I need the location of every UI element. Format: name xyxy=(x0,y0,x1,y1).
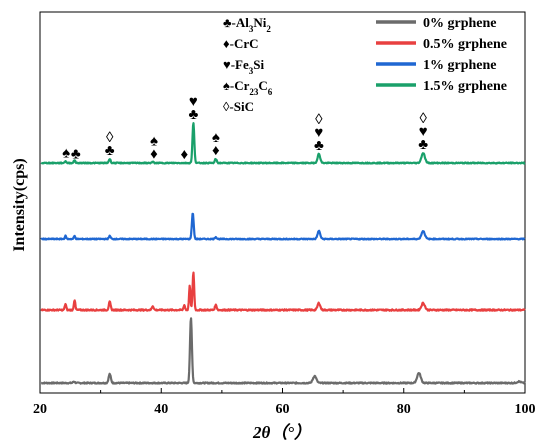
y-axis-label: Intensity(cps) xyxy=(11,158,28,251)
x-tick-label: 40 xyxy=(154,402,168,417)
x-axis-ticks: 20 40 60 80 100 xyxy=(33,388,536,417)
phase-legend-item: ♦-CrC xyxy=(223,36,259,51)
phase-legend-item: ♥-Fe3Si xyxy=(223,57,264,76)
x-tick-label: 100 xyxy=(515,402,536,417)
phase-legend: ♣-Al3Ni2 ♦-CrC ♥-Fe3Si ♠-Cr23C6 ◊-SiC xyxy=(223,15,273,114)
peak-symbol: ♣ xyxy=(71,146,81,162)
peak-symbol: ◊ xyxy=(315,112,323,128)
peak-symbol: ♠ xyxy=(62,146,70,162)
peak-symbol: ♦ xyxy=(180,147,188,163)
series-line xyxy=(40,122,526,165)
legend-label: 0.5% grphene xyxy=(423,37,507,52)
peak-symbol: ♣ xyxy=(188,107,198,123)
series-legend: 0% grphene 0.5% grphene 1% grphene 1.5% grp… xyxy=(376,16,507,94)
phase-legend-item: ◊-SiC xyxy=(223,99,254,114)
peak-symbol: ◊ xyxy=(106,130,114,146)
series-line xyxy=(40,317,526,385)
phase-legend-item: ♠-Cr23C6 xyxy=(223,78,273,97)
peak-symbol: ♦ xyxy=(212,143,220,159)
legend-label: 1.5% grphene xyxy=(423,79,507,94)
peak-symbol: ♥ xyxy=(419,124,428,140)
peak-symbol: ♣ xyxy=(105,143,115,159)
series-layer xyxy=(40,122,526,385)
series-line xyxy=(40,271,526,312)
phase-legend-item: ♣-Al3Ni2 xyxy=(223,15,271,34)
peak-symbol: ♠ xyxy=(150,134,158,150)
peak-symbol: ♥ xyxy=(189,94,198,110)
peak-symbol: ♥ xyxy=(314,125,323,141)
peak-symbol: ◊ xyxy=(419,111,427,127)
peak-symbol: ♣ xyxy=(314,138,324,154)
legend-label: 0% grphene xyxy=(423,16,497,31)
peak-symbol: ♣ xyxy=(418,137,428,153)
series-line xyxy=(40,212,526,241)
x-tick-label: 60 xyxy=(276,402,290,417)
peak-symbol: ♦ xyxy=(150,147,158,163)
legend-label: 1% grphene xyxy=(423,58,497,73)
x-tick-label: 20 xyxy=(33,402,47,417)
x-axis-label: 2θ（°） xyxy=(252,423,311,442)
x-tick-label: 80 xyxy=(397,402,411,417)
peak-annotations: ♠ ♣ ♣◊♦♠♦♣♥♦♠ ♣♥◊♣♥◊ xyxy=(62,94,428,163)
peak-symbol: ♠ xyxy=(212,130,220,146)
